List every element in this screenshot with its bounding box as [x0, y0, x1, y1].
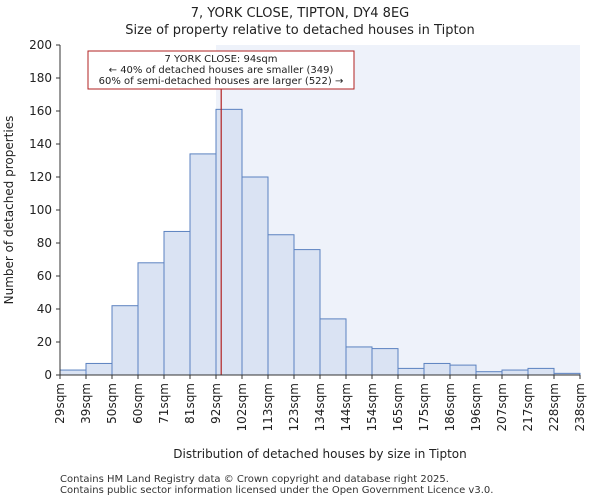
y-tick-label: 80	[37, 236, 52, 250]
x-tick-label: 81sqm	[183, 383, 197, 424]
histogram-bar	[449, 364, 477, 376]
histogram-bar	[397, 367, 425, 376]
histogram-bar	[189, 153, 217, 376]
y-tick-label: 60	[37, 269, 52, 283]
x-axis-label: Distribution of detached houses by size …	[173, 447, 466, 461]
histogram-bar	[241, 176, 269, 376]
x-tick-label: 196sqm	[469, 383, 483, 431]
histogram-bar	[345, 346, 373, 376]
y-tick-label: 120	[29, 170, 52, 184]
histogram-bar	[319, 318, 347, 376]
y-axis-label: Number of detached properties	[2, 116, 16, 305]
chart-title: 7, YORK CLOSE, TIPTON, DY4 8EG	[190, 6, 410, 21]
y-tick-label: 100	[29, 203, 52, 217]
y-tick-label: 20	[37, 335, 52, 349]
x-tick-label: 165sqm	[391, 383, 405, 431]
annotation-line-3: 60% of semi-detached houses are larger (…	[99, 76, 344, 87]
x-tick-label: 60sqm	[131, 383, 145, 424]
histogram-bar	[137, 262, 165, 376]
x-tick-label: 175sqm	[417, 383, 431, 431]
x-tick-label: 228sqm	[547, 383, 561, 431]
histogram-bar	[423, 362, 451, 376]
x-tick-label: 217sqm	[521, 383, 535, 431]
x-tick-label: 186sqm	[443, 383, 457, 431]
x-tick-label: 207sqm	[495, 383, 509, 431]
y-tick-label: 140	[29, 137, 52, 151]
x-tick-label: 123sqm	[287, 383, 301, 431]
histogram-bar	[501, 369, 529, 376]
x-tick-label: 154sqm	[365, 383, 379, 431]
histogram-bar	[371, 348, 399, 376]
histogram-bar	[85, 362, 113, 376]
annotation-box: 7 YORK CLOSE: 94sqm ← 40% of detached ho…	[87, 50, 355, 90]
histogram-bar	[293, 249, 321, 376]
x-tick-label: 71sqm	[157, 383, 171, 424]
footer-line-1: Contains HM Land Registry data © Crown c…	[60, 474, 449, 485]
annotation-frame	[87, 50, 355, 90]
annotation-line-2: ← 40% of detached houses are smaller (34…	[109, 65, 334, 76]
x-tick-label: 144sqm	[339, 383, 353, 431]
x-tick-label: 29sqm	[53, 383, 67, 424]
x-tick-label: 238sqm	[573, 383, 587, 431]
histogram-bar	[59, 369, 87, 376]
y-tick-label: 0	[44, 368, 52, 382]
x-tick-label: 134sqm	[313, 383, 327, 431]
histogram-bar	[267, 234, 295, 376]
histogram-bar	[111, 305, 139, 376]
histogram-bar	[163, 230, 191, 376]
y-tick-label: 180	[29, 71, 52, 85]
x-tick-label: 102sqm	[235, 383, 249, 431]
annotation-line-1: 7 YORK CLOSE: 94sqm	[165, 54, 278, 65]
footer-line-2: Contains public sector information licen…	[60, 485, 494, 496]
x-tick-label: 113sqm	[261, 383, 275, 431]
y-tick-label: 200	[29, 38, 52, 52]
x-tick-label: 39sqm	[79, 383, 93, 424]
x-tick-label: 50sqm	[105, 383, 119, 424]
y-tick-label: 160	[29, 104, 52, 118]
x-tick-label: 92sqm	[209, 383, 223, 424]
histogram-bar	[527, 367, 555, 376]
chart-subtitle: Size of property relative to detached ho…	[125, 23, 475, 38]
y-tick-label: 40	[37, 302, 52, 316]
histogram-bar	[215, 108, 243, 376]
